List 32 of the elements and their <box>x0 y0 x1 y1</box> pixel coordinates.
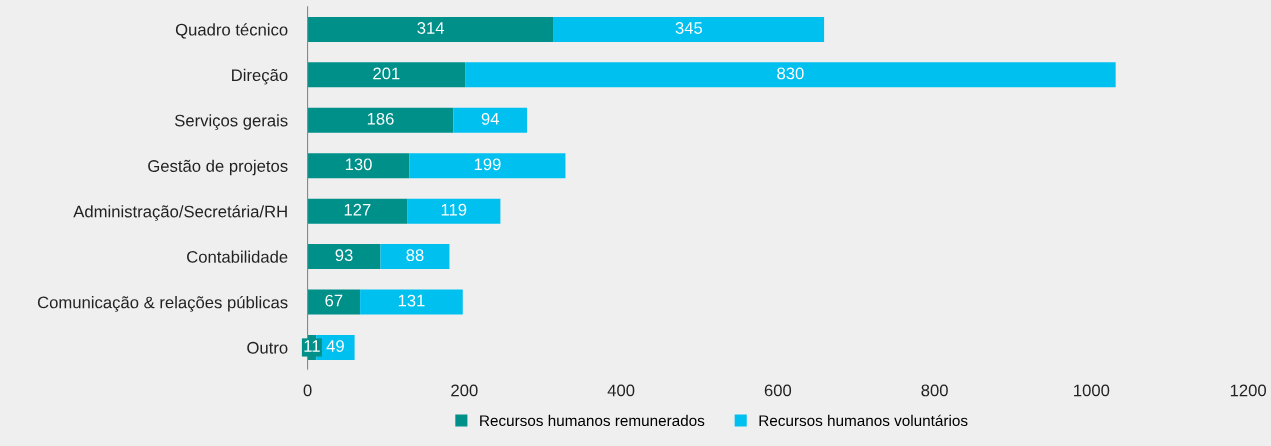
y-tick-label: Gestão de projetos <box>148 159 288 176</box>
data-label: 94 <box>481 112 499 125</box>
x-tick-label: 200 <box>451 384 478 397</box>
x-tick-label: 1200 <box>1230 384 1267 397</box>
y-tick-label: Contabilidade <box>187 250 288 263</box>
data-label: 127 <box>344 203 371 216</box>
data-label: 345 <box>675 22 703 34</box>
data-label: 49 <box>326 340 344 352</box>
x-tick-label: 1000 <box>1074 384 1110 397</box>
y-tick-label: Quadro técnico <box>175 23 288 39</box>
y-tick-label: Direção <box>232 68 288 85</box>
data-label: 67 <box>325 294 343 307</box>
x-tick-label: 800 <box>921 384 948 397</box>
data-label: 88 <box>406 249 424 262</box>
x-tick-label: 400 <box>607 384 635 397</box>
data-label: 199 <box>474 158 501 171</box>
legend-label: Recursos humanos voluntários <box>759 414 968 427</box>
data-label: 93 <box>335 249 353 262</box>
y-tick-label: Comunicação & relações públicas <box>37 295 288 312</box>
data-label: 830 <box>777 67 804 80</box>
x-tick-label: 600 <box>764 384 792 397</box>
y-tick-label: Outro <box>247 341 288 354</box>
data-label: 186 <box>367 112 394 125</box>
legend-label: Recursos humanos remunerados <box>480 414 705 427</box>
data-label: 314 <box>417 22 445 34</box>
data-label: 130 <box>345 158 372 171</box>
data-label: 201 <box>373 67 400 80</box>
x-tick-label: 0 <box>303 384 312 397</box>
y-tick-label: Serviços gerais <box>174 114 288 130</box>
data-label: 131 <box>398 294 425 307</box>
data-label: 119 <box>441 203 467 216</box>
y-tick-label: Administração/Secretária/RH <box>73 205 287 221</box>
